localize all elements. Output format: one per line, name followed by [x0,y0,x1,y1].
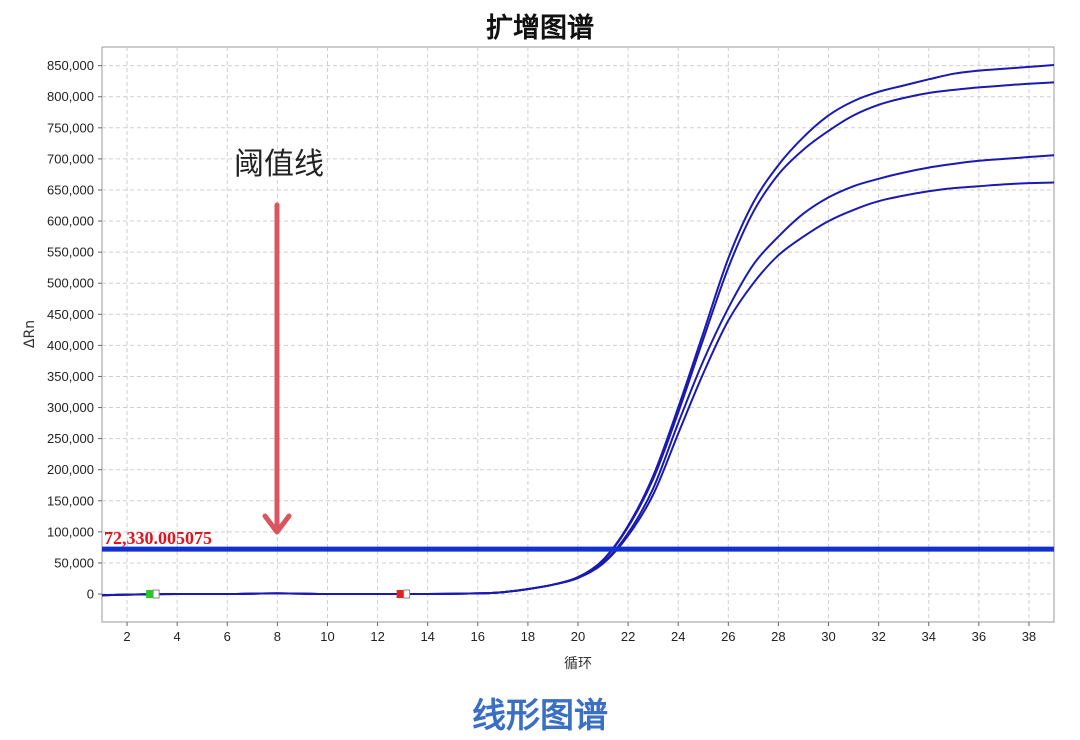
x-tick-label: 14 [420,629,434,644]
y-tick-label: 400,000 [47,338,94,353]
x-tick-label: 36 [972,629,986,644]
chart-title: 扩增图谱 [486,13,594,44]
baseline-marker-handle[interactable] [403,589,411,599]
x-tick-label: 32 [871,629,885,644]
x-tick-label: 38 [1022,629,1036,644]
x-tick-label: 24 [671,629,685,644]
x-tick-label: 30 [821,629,835,644]
baseline-marker-handle[interactable] [152,589,160,599]
baseline-marker-end[interactable] [396,590,405,599]
x-tick-label: 34 [922,629,936,644]
y-tick-label: 500,000 [47,276,94,291]
y-tick-label: 200,000 [47,462,94,477]
y-tick-label: 700,000 [47,151,94,166]
x-tick-label: 16 [471,629,485,644]
baseline-marker-start[interactable] [146,590,155,599]
series-group [102,64,1054,597]
grid [102,47,1054,622]
x-tick-label: 8 [274,629,281,644]
x-axis: 2 4 6 8 10 12 14 16 18 20 22 24 26 28 30 32 34 36 38 [123,622,1036,644]
x-tick-label: 12 [370,629,384,644]
amplification-curve-4 [102,181,1054,597]
y-tick-label: 600,000 [47,214,94,229]
x-tick-label: 18 [521,629,535,644]
threshold-annotation-text: 阈值线 [234,147,324,182]
y-tick-label: 750,000 [47,120,94,135]
y-tick-label: 650,000 [47,182,94,197]
x-axis-label: 循环 [564,656,592,672]
y-tick-label: 800,000 [47,89,94,104]
y-axis: 0 50,000 100,000 150,000 200,000 250,000 300,0… [47,58,102,602]
baseline-markers [146,589,411,599]
y-tick-label: 250,000 [47,431,94,446]
y-tick-label: 150,000 [47,493,94,508]
x-tick-label: 26 [721,629,735,644]
x-tick-label: 10 [320,629,334,644]
y-tick-label: 50,000 [54,555,94,570]
y-tick-label: 350,000 [47,369,94,384]
figure-caption: 线形图谱 [472,696,608,736]
amplification-plot: 0 50,000 100,000 150,000 200,000 250,000 300,0… [22,46,1055,672]
y-tick-label: 0 [87,587,94,602]
x-tick-label: 22 [621,629,635,644]
y-tick-label: 550,000 [47,245,94,260]
x-tick-label: 20 [571,629,585,644]
x-tick-label: 28 [771,629,785,644]
y-tick-label: 850,000 [47,58,94,73]
y-tick-label: 300,000 [47,400,94,415]
y-axis-label: ΔRn [22,320,38,348]
threshold-arrow [262,202,292,535]
y-tick-label: 100,000 [47,524,94,539]
threshold-value-label: 72,330.005075 [104,528,212,548]
x-tick-label: 6 [224,629,231,644]
y-tick-label: 450,000 [47,307,94,322]
x-tick-label: 2 [123,629,130,644]
x-tick-label: 4 [174,629,181,644]
